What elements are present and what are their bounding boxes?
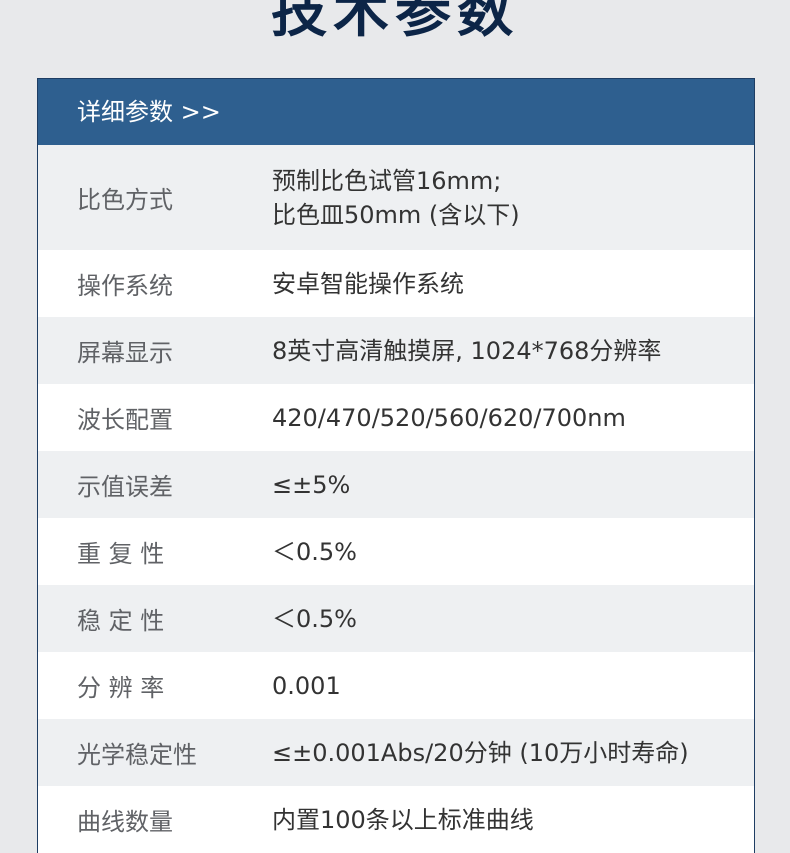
table-header[interactable]: 详细参数 >>: [38, 79, 754, 145]
row-value: ＜0.5%: [272, 537, 357, 566]
row-label: 比色方式: [77, 186, 173, 214]
row-value: 预制比色试管16mm; 比色皿50mm (含以下): [272, 166, 520, 229]
row-value: ≤±5%: [272, 470, 351, 499]
table-body: 比色方式 预制比色试管16mm; 比色皿50mm (含以下) 操作系统 安卓智能操作系…: [38, 145, 754, 853]
table-row: 分 辨 率 0.001: [38, 652, 754, 719]
row-value: ＜0.5%: [272, 604, 357, 633]
table-row: 重 复 性 ＜0.5%: [38, 518, 754, 585]
row-label: 分 辨 率: [77, 674, 165, 702]
row-label: 屏幕显示: [77, 339, 173, 367]
row-value: 0.001: [272, 671, 341, 700]
row-value: 420/470/520/560/620/700nm: [272, 403, 626, 432]
table-row: 光学稳定性 ≤±0.001Abs/20分钟 (10万小时寿命): [38, 719, 754, 786]
table-row: 示值误差 ≤±5%: [38, 451, 754, 518]
row-value: 内置100条以上标准曲线: [272, 805, 534, 834]
page-title: 技术参数: [271, 0, 519, 45]
row-label: 光学稳定性: [77, 741, 197, 769]
row-value: 安卓智能操作系统: [272, 269, 464, 298]
row-value: 8英寸高清触摸屏, 1024*768分辨率: [272, 336, 662, 365]
row-label: 示值误差: [77, 473, 173, 501]
row-value: ≤±0.001Abs/20分钟 (10万小时寿命): [272, 738, 689, 767]
table-row: 比色方式 预制比色试管16mm; 比色皿50mm (含以下): [38, 145, 754, 250]
table-row: 屏幕显示 8英寸高清触摸屏, 1024*768分辨率: [38, 317, 754, 384]
row-label: 稳 定 性: [77, 607, 165, 635]
table-row: 曲线数量 内置100条以上标准曲线: [38, 786, 754, 853]
row-label: 波长配置: [77, 406, 173, 434]
row-label: 重 复 性: [77, 540, 165, 568]
table-row: 波长配置 420/470/520/560/620/700nm: [38, 384, 754, 451]
row-label: 操作系统: [77, 272, 173, 300]
parameters-table: 详细参数 >> 比色方式 预制比色试管16mm; 比色皿50mm (含以下) 操作系…: [37, 78, 755, 853]
table-row: 操作系统 安卓智能操作系统: [38, 250, 754, 317]
row-label: 曲线数量: [77, 808, 173, 836]
table-row: 稳 定 性 ＜0.5%: [38, 585, 754, 652]
